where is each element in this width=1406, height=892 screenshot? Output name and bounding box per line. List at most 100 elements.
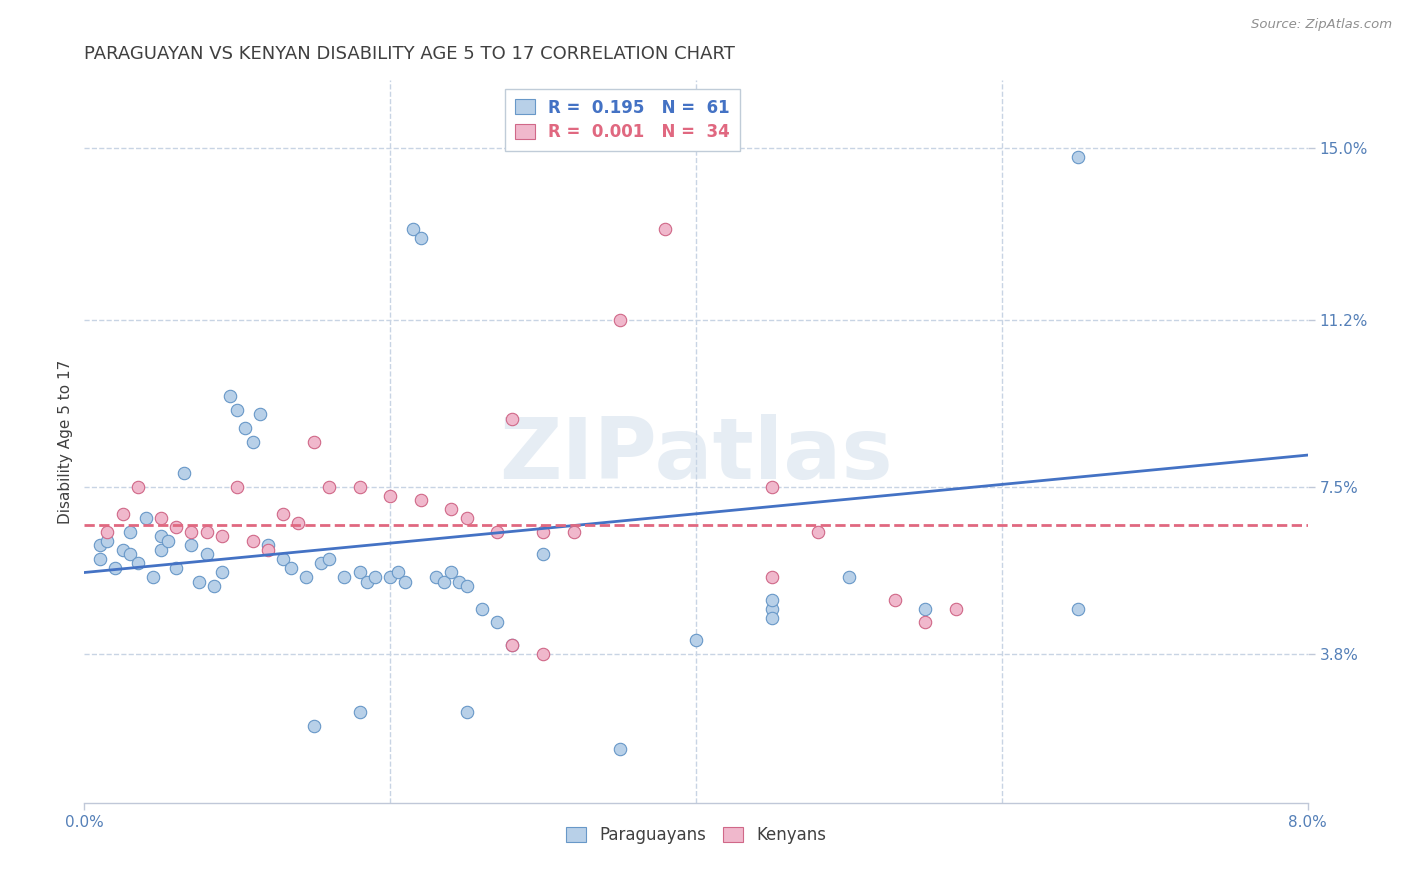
Point [654, 222, 676, 236]
Point [486, 524, 509, 539]
Point [440, 566, 463, 580]
Point [761, 570, 783, 584]
Point [486, 615, 509, 630]
Point [96, 524, 118, 539]
Point [111, 507, 134, 521]
Point [165, 561, 187, 575]
Point [89, 552, 111, 566]
Point [287, 516, 309, 530]
Point [502, 638, 524, 652]
Point [394, 574, 416, 589]
Point [195, 548, 218, 562]
Point [433, 574, 456, 589]
Point [218, 389, 240, 403]
Point [202, 579, 225, 593]
Point [1067, 601, 1090, 615]
Point [318, 552, 340, 566]
Point [271, 552, 294, 566]
Point [914, 601, 936, 615]
Point [609, 312, 631, 326]
Point [271, 507, 294, 521]
Point [96, 533, 118, 548]
Point [945, 601, 967, 615]
Point [257, 538, 280, 552]
Point [883, 592, 905, 607]
Point [173, 466, 195, 480]
Point [242, 533, 264, 548]
Point [761, 592, 783, 607]
Point [226, 403, 249, 417]
Point [349, 706, 371, 720]
Point [838, 570, 860, 584]
Point [356, 574, 378, 589]
Point [761, 610, 783, 624]
Point [142, 570, 165, 584]
Point [226, 480, 249, 494]
Point [233, 421, 256, 435]
Point [157, 533, 180, 548]
Point [914, 615, 936, 630]
Point [295, 570, 318, 584]
Point [456, 706, 478, 720]
Point [195, 524, 218, 539]
Point [302, 434, 325, 449]
Point [609, 741, 631, 756]
Point [120, 524, 142, 539]
Point [531, 647, 554, 661]
Point [302, 719, 325, 733]
Point [318, 480, 340, 494]
Point [409, 493, 432, 508]
Point [562, 524, 585, 539]
Point [380, 570, 402, 584]
Point [188, 574, 211, 589]
Point [409, 231, 432, 245]
Point [280, 561, 302, 575]
Point [111, 542, 134, 557]
Point [380, 489, 402, 503]
Legend: Paraguayans, Kenyans: Paraguayans, Kenyans [558, 818, 834, 852]
Point [149, 542, 172, 557]
Point [149, 529, 172, 543]
Point [180, 524, 202, 539]
Point [531, 548, 554, 562]
Y-axis label: Disability Age 5 to 17: Disability Age 5 to 17 [58, 359, 73, 524]
Point [1067, 150, 1090, 164]
Point [531, 524, 554, 539]
Point [364, 570, 387, 584]
Text: Source: ZipAtlas.com: Source: ZipAtlas.com [1251, 18, 1392, 31]
Point [333, 570, 356, 584]
Point [456, 511, 478, 525]
Point [387, 566, 409, 580]
Point [447, 574, 470, 589]
Point [104, 561, 127, 575]
Point [402, 222, 425, 236]
Text: ZIPatlas: ZIPatlas [499, 415, 893, 498]
Point [502, 638, 524, 652]
Point [471, 601, 494, 615]
Point [165, 520, 187, 534]
Point [249, 408, 271, 422]
Point [257, 542, 280, 557]
Point [761, 480, 783, 494]
Point [349, 480, 371, 494]
Point [502, 412, 524, 426]
Point [311, 557, 333, 571]
Point [127, 480, 149, 494]
Point [440, 502, 463, 516]
Point [127, 557, 149, 571]
Point [89, 538, 111, 552]
Point [456, 579, 478, 593]
Point [149, 511, 172, 525]
Point [211, 566, 233, 580]
Point [761, 601, 783, 615]
Point [685, 633, 707, 648]
Point [180, 538, 202, 552]
Point [242, 434, 264, 449]
Point [211, 529, 233, 543]
Point [120, 548, 142, 562]
Point [135, 511, 157, 525]
Point [425, 570, 447, 584]
Text: PARAGUAYAN VS KENYAN DISABILITY AGE 5 TO 17 CORRELATION CHART: PARAGUAYAN VS KENYAN DISABILITY AGE 5 TO… [84, 45, 735, 63]
Point [807, 524, 830, 539]
Point [349, 566, 371, 580]
